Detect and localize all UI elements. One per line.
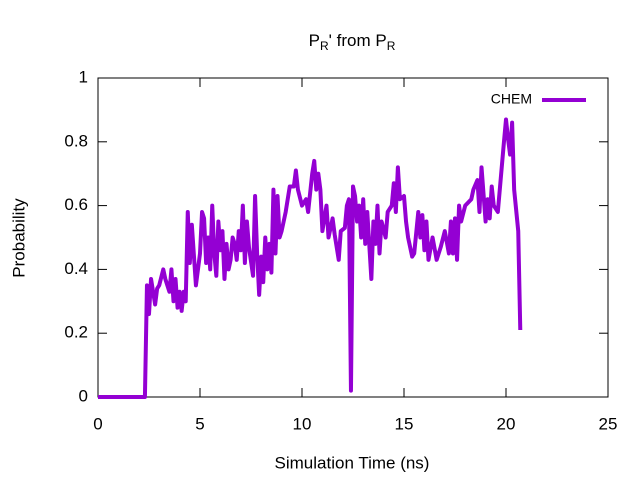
- x-axis-label: Simulation Time (ns): [275, 453, 430, 472]
- x-tick-label: 15: [395, 414, 414, 433]
- plot-border: [97, 77, 609, 398]
- legend-label: CHEM: [491, 91, 532, 107]
- x-tick-label: 10: [293, 414, 312, 433]
- x-tick-label: 0: [93, 414, 102, 433]
- title-part: ' from P: [329, 31, 387, 50]
- y-axis-label: Probability: [9, 198, 28, 278]
- x-tick-label: 25: [599, 414, 618, 433]
- x-tick-label: 20: [497, 414, 516, 433]
- x-tick-label: 5: [195, 414, 204, 433]
- data-line: [98, 117, 523, 399]
- y-tick-label: 1: [79, 67, 88, 86]
- y-tick-label: 0.4: [64, 259, 88, 278]
- y-tick-label: 0: [79, 386, 88, 405]
- title-subscript: R: [387, 39, 396, 53]
- y-tick-label: 0.6: [64, 195, 88, 214]
- y-tick-label: 0.2: [64, 323, 88, 342]
- y-tick-label: 0.8: [64, 131, 88, 150]
- chart-title: PR' from PR: [309, 31, 396, 53]
- title-part: P: [309, 31, 320, 50]
- title-subscript: R: [320, 39, 329, 53]
